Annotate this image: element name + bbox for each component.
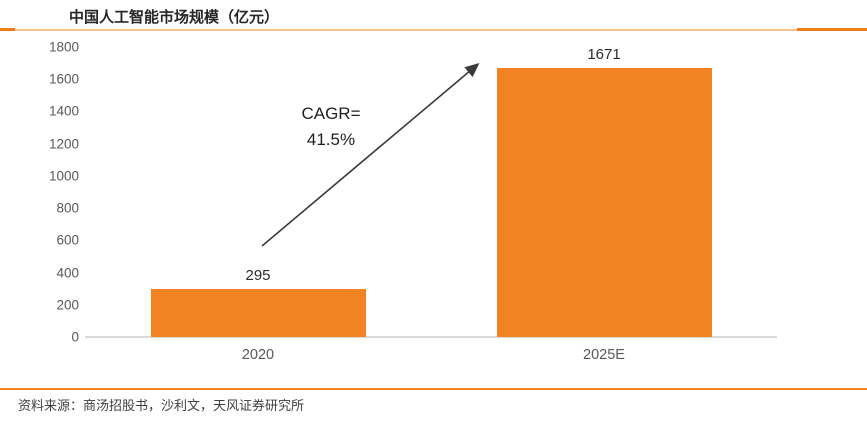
y-tick-label: 1800	[48, 39, 79, 55]
y-tick-label: 1600	[48, 71, 79, 87]
cagr-annotation: CAGR= 41.5%	[293, 101, 369, 153]
y-tick-label: 1000	[48, 168, 79, 184]
y-tick-label: 400	[56, 265, 79, 281]
y-tick-label: 600	[56, 232, 79, 248]
x-axis-line	[85, 336, 777, 338]
x-tick-label-2020: 2020	[241, 347, 275, 363]
y-tick-label: 200	[56, 297, 79, 313]
title-divider-accent-left	[0, 28, 15, 31]
cagr-annotation-line1: CAGR=	[301, 104, 361, 123]
value-label-2020: 295	[245, 267, 271, 284]
source-note: 资料来源：商汤招股书，沙利文，天风证券研究所	[18, 398, 305, 413]
cagr-annotation-line2: 41.5%	[306, 130, 356, 149]
y-tick-label: 0	[71, 329, 79, 345]
title-divider-line	[0, 29, 867, 31]
y-tick-label: 1400	[48, 103, 79, 119]
bar-2025E	[497, 68, 712, 337]
title-divider-accent-right	[797, 28, 867, 31]
y-tick-label: 800	[56, 200, 79, 216]
y-tick-label: 1200	[48, 136, 79, 152]
chart-title: 中国人工智能市场规模（亿元）	[69, 9, 280, 26]
bar-2020	[151, 289, 366, 337]
x-tick-label-2025E: 2025E	[583, 347, 625, 363]
footer-divider-line	[0, 388, 867, 390]
value-label-2025E: 1671	[587, 46, 621, 63]
